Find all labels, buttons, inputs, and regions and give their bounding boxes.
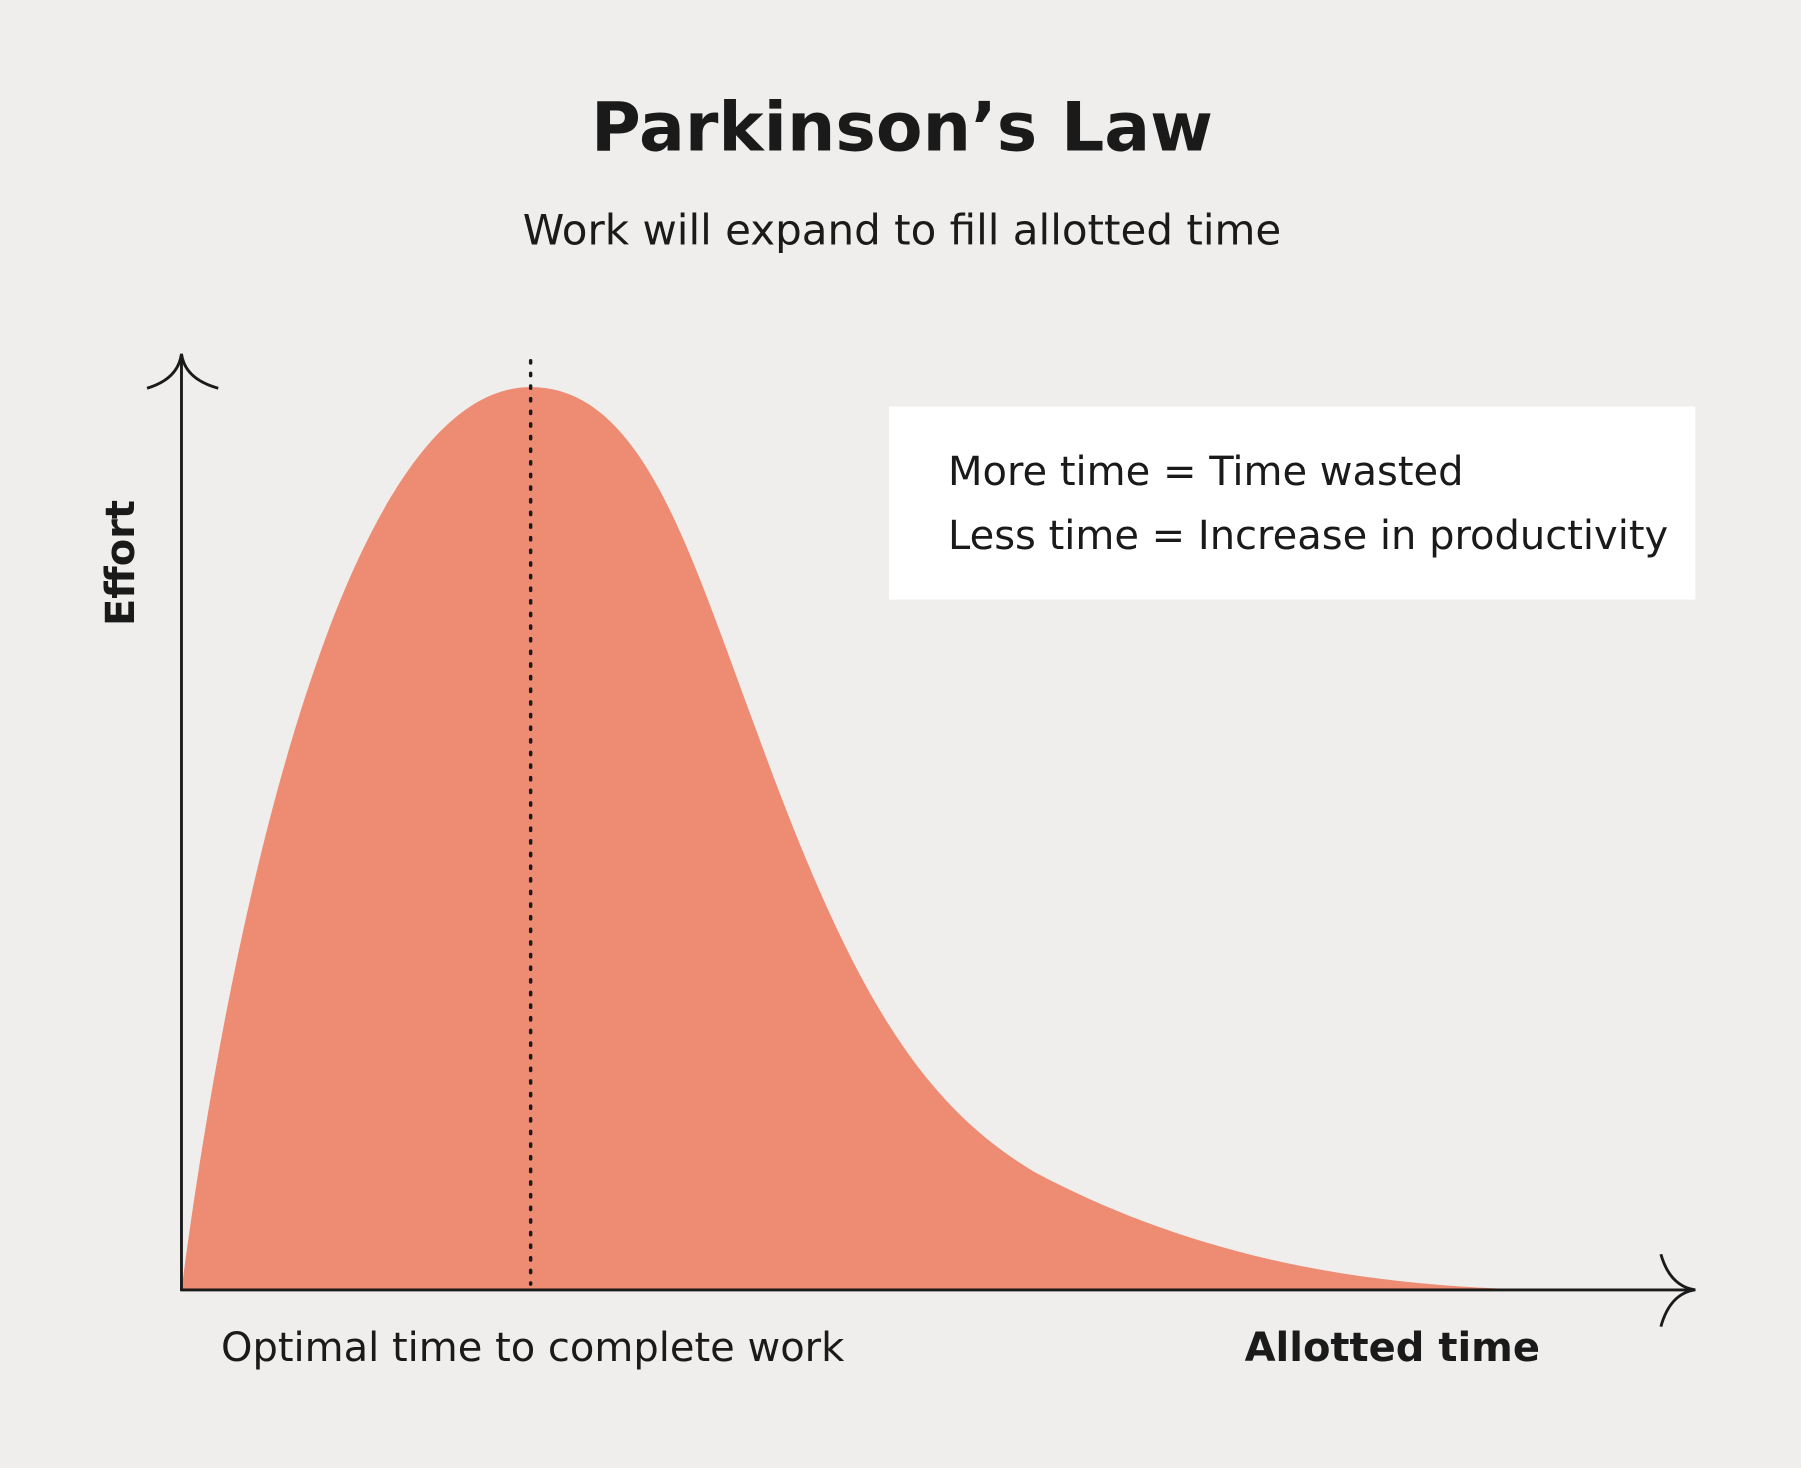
legend-line: Less time = Increase in productivity xyxy=(948,513,1668,559)
y-axis-arrow xyxy=(146,353,219,390)
legend-box xyxy=(889,406,1696,600)
legend-line: More time = Time wasted xyxy=(948,449,1464,495)
peak-label: Optimal time to complete work xyxy=(221,1325,845,1371)
title: Parkinson’s Law xyxy=(591,89,1213,168)
subtitle: Work will expand to fill allotted time xyxy=(523,206,1282,255)
x-axis-arrow xyxy=(1659,1253,1696,1328)
plot xyxy=(146,353,1696,1328)
effort-curve xyxy=(181,387,1540,1290)
x-axis-label: Allotted time xyxy=(1245,1325,1540,1371)
y-axis-label: Effort xyxy=(98,500,144,626)
